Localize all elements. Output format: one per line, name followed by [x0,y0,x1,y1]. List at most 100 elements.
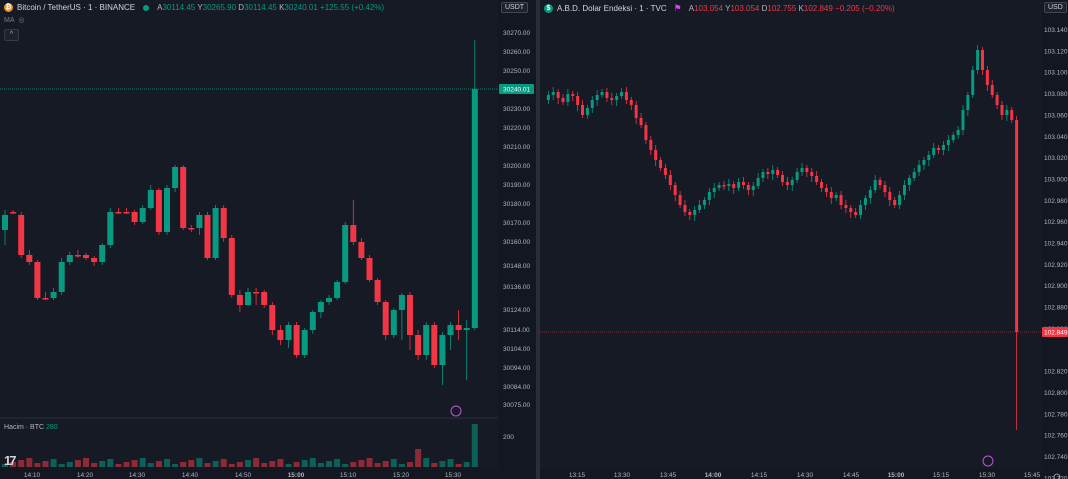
time-axis [540,468,1068,479]
candle [463,328,470,330]
volume-label: Hacim · BTC [4,424,45,431]
volume-bar [309,458,316,467]
price-tick-label: 30094.00 [503,365,530,372]
price-tick-label: 30170.00 [503,220,530,227]
dxy-symbol-title[interactable]: A.B.D. Dolar Endeksi · 1 · TVC [557,4,667,13]
volume-bar [407,462,413,467]
volume-bar [245,460,251,467]
candle [269,305,276,330]
ma-indicator-row[interactable]: MA ◎ [4,16,25,25]
candle [946,140,950,145]
volume-bar [42,461,49,467]
candle [834,195,838,198]
price-tick-label: 102.880 [1044,305,1068,312]
time-tick-label: 14:50 [235,472,252,479]
volume-bar [66,462,73,467]
volume-bar [220,459,227,467]
volume-bar [326,461,332,467]
price-tick-label: 30104.00 [503,346,530,353]
candle [277,330,284,340]
candle [995,95,999,105]
candle [712,188,716,192]
volume-bar [334,459,341,467]
btc-symbol-title[interactable]: Bitcoin / TetherUS · 1 · BINANCE [17,3,136,12]
candle [654,150,658,160]
candle [756,178,760,186]
settings-gear-icon [1053,473,1061,479]
volume-axis-label: 200 [503,434,514,441]
time-tick-label: 14:30 [797,472,814,479]
volume-bar [455,464,462,467]
volume-bar [228,464,235,467]
volume-bar [285,464,292,467]
price-tick-label: 102.760 [1044,433,1068,440]
price-tick-label: 102.820 [1044,369,1068,376]
candle [854,212,858,215]
volume-bar [431,463,438,467]
candle [610,98,614,100]
candle [873,180,877,190]
dxy-chart-pane[interactable]: 103.140 103.120 103.100 103.080 103.060 103.0… [540,0,1068,479]
dxy-currency-select[interactable]: USD [1044,2,1067,13]
candle [2,215,8,230]
volume-bar [10,462,17,467]
btc-currency-select[interactable]: USDT [501,2,529,13]
candle [398,295,405,310]
candle [898,195,902,205]
volume-bar [188,460,195,467]
candle [810,172,814,176]
volume-bar [382,461,389,467]
candle [301,330,308,355]
candle [42,298,49,300]
candle [390,310,397,335]
candle [683,205,687,212]
candle [849,208,853,212]
btc-chart-pane[interactable]: 30270.00 30260.00 30250.00 30230.00 30220.00… [0,0,536,479]
candle [941,145,945,150]
volume-bar [423,458,430,467]
candle [26,255,33,262]
tradingview-logo[interactable]: 17 [4,453,17,468]
btc-chart-canvas[interactable]: 30270.00 30260.00 30250.00 30230.00 30220.00… [0,0,536,479]
candle [990,85,994,95]
candle [1015,120,1019,332]
candle [634,105,638,118]
candle [927,155,931,160]
current-price-badge [499,84,534,94]
candle [922,160,926,165]
candle [766,172,770,174]
pane-divider[interactable] [536,0,540,479]
candle [595,95,599,100]
volume-bar [204,463,211,467]
dxy-chart-canvas[interactable]: 103.140 103.120 103.100 103.080 103.060 103.0… [540,0,1068,479]
candle [334,282,341,298]
candle [980,50,984,70]
candle [590,100,594,108]
current-price-badge [1042,327,1068,337]
candle [820,182,824,188]
price-tick-label: 103.060 [1044,112,1068,119]
eye-hidden-icon[interactable]: ◎ [18,17,25,24]
candle [668,175,672,185]
volume-bar [317,463,324,467]
candle [431,325,438,365]
candle [204,215,211,258]
price-tick-label: 30220.00 [503,125,530,132]
candle [212,208,219,258]
time-tick-label: 13:15 [569,472,586,479]
candle [50,292,57,298]
price-tick-label: 103.020 [1044,155,1068,162]
candle [717,185,721,188]
candle [147,190,154,208]
candle [58,262,65,292]
candle [358,242,365,258]
collapse-indicators-button[interactable]: ^ [4,29,19,41]
candle [107,212,114,245]
ma-label: MA [4,16,15,24]
time-tick-label: 14:45 [843,472,860,479]
candle [790,180,794,185]
candle [115,212,122,214]
candle [863,198,867,205]
price-tick-label: 102.900 [1044,283,1068,290]
volume-bar [293,462,300,467]
